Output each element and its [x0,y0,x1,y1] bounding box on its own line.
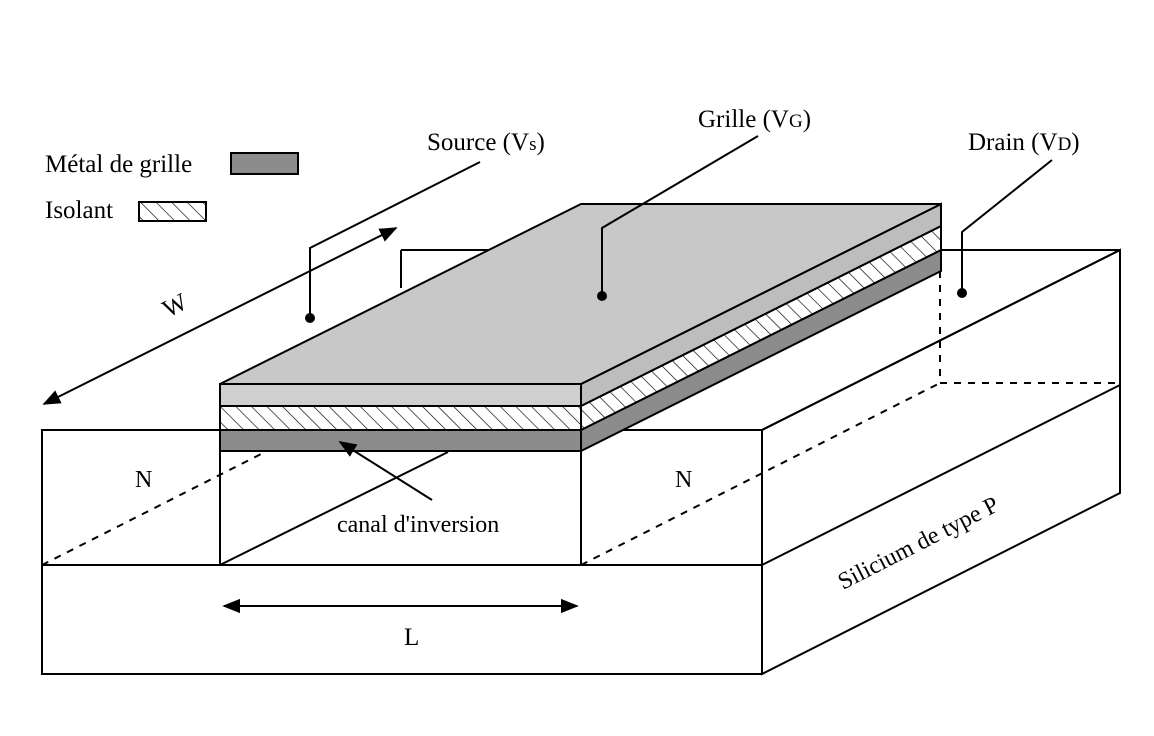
source-front-face [41,429,221,566]
source-region [41,429,449,566]
gate-metal-front [219,429,582,452]
legend-metal-label: Métal de grille [45,151,192,178]
source-region-label: N [135,467,152,493]
legend-insulator-swatch [138,201,207,222]
gate-electrode-top [219,203,942,385]
drain-boundary-dashed [580,382,941,566]
legend-metal-swatch [230,152,299,175]
drain-region [580,249,1121,566]
gate-contact-dot [597,291,607,301]
drain-region-label: N [675,467,692,493]
legend-insulator-label: Isolant [45,197,113,224]
substrate-block [41,248,1121,676]
gate-leader [601,135,759,295]
drain-contact-dot [957,288,967,298]
drain-label: Drain (VD) [968,129,1080,156]
length-label: L [404,624,419,651]
gate-stack [219,202,942,453]
source-leader [309,161,481,316]
drain-leader [961,159,1053,292]
legend: Métal de grille Isolant [45,151,299,224]
width-label: W [158,288,192,323]
gate-electrode-front [219,383,582,407]
width-arrow [42,227,398,405]
gate-insulator-front [219,405,582,431]
substrate-front-face [41,564,763,675]
drain-front-face [580,429,763,566]
source-contact-dot [305,313,315,323]
channel-arrow [338,441,433,501]
source-label: Source (Vs) [427,129,545,156]
gate-label: Grille (VG) [698,106,811,133]
channel-label: canal d'inversion [337,512,499,538]
